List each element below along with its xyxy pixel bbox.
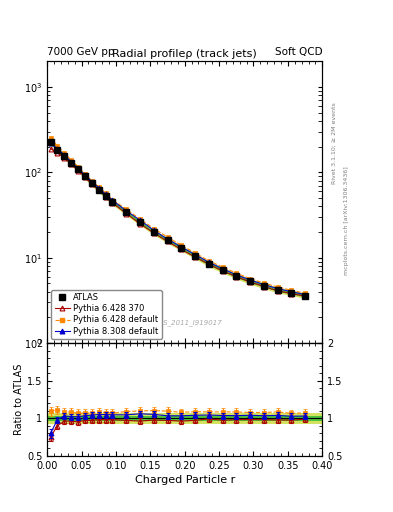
Text: ATLAS_2011_I919017: ATLAS_2011_I919017 bbox=[147, 319, 222, 326]
Text: Rivet 3.1.10; ≥ 2M events: Rivet 3.1.10; ≥ 2M events bbox=[332, 102, 337, 184]
Y-axis label: Ratio to ATLAS: Ratio to ATLAS bbox=[14, 364, 24, 435]
X-axis label: Charged Particle r: Charged Particle r bbox=[134, 475, 235, 485]
Text: Soft QCD: Soft QCD bbox=[275, 47, 322, 57]
Text: mcplots.cern.ch [arXiv:1306.3436]: mcplots.cern.ch [arXiv:1306.3436] bbox=[344, 166, 349, 274]
Title: Radial profileρ (track jets): Radial profileρ (track jets) bbox=[112, 49, 257, 59]
Text: 7000 GeV pp: 7000 GeV pp bbox=[47, 47, 115, 57]
Legend: ATLAS, Pythia 6.428 370, Pythia 6.428 default, Pythia 8.308 default: ATLAS, Pythia 6.428 370, Pythia 6.428 de… bbox=[51, 290, 162, 339]
